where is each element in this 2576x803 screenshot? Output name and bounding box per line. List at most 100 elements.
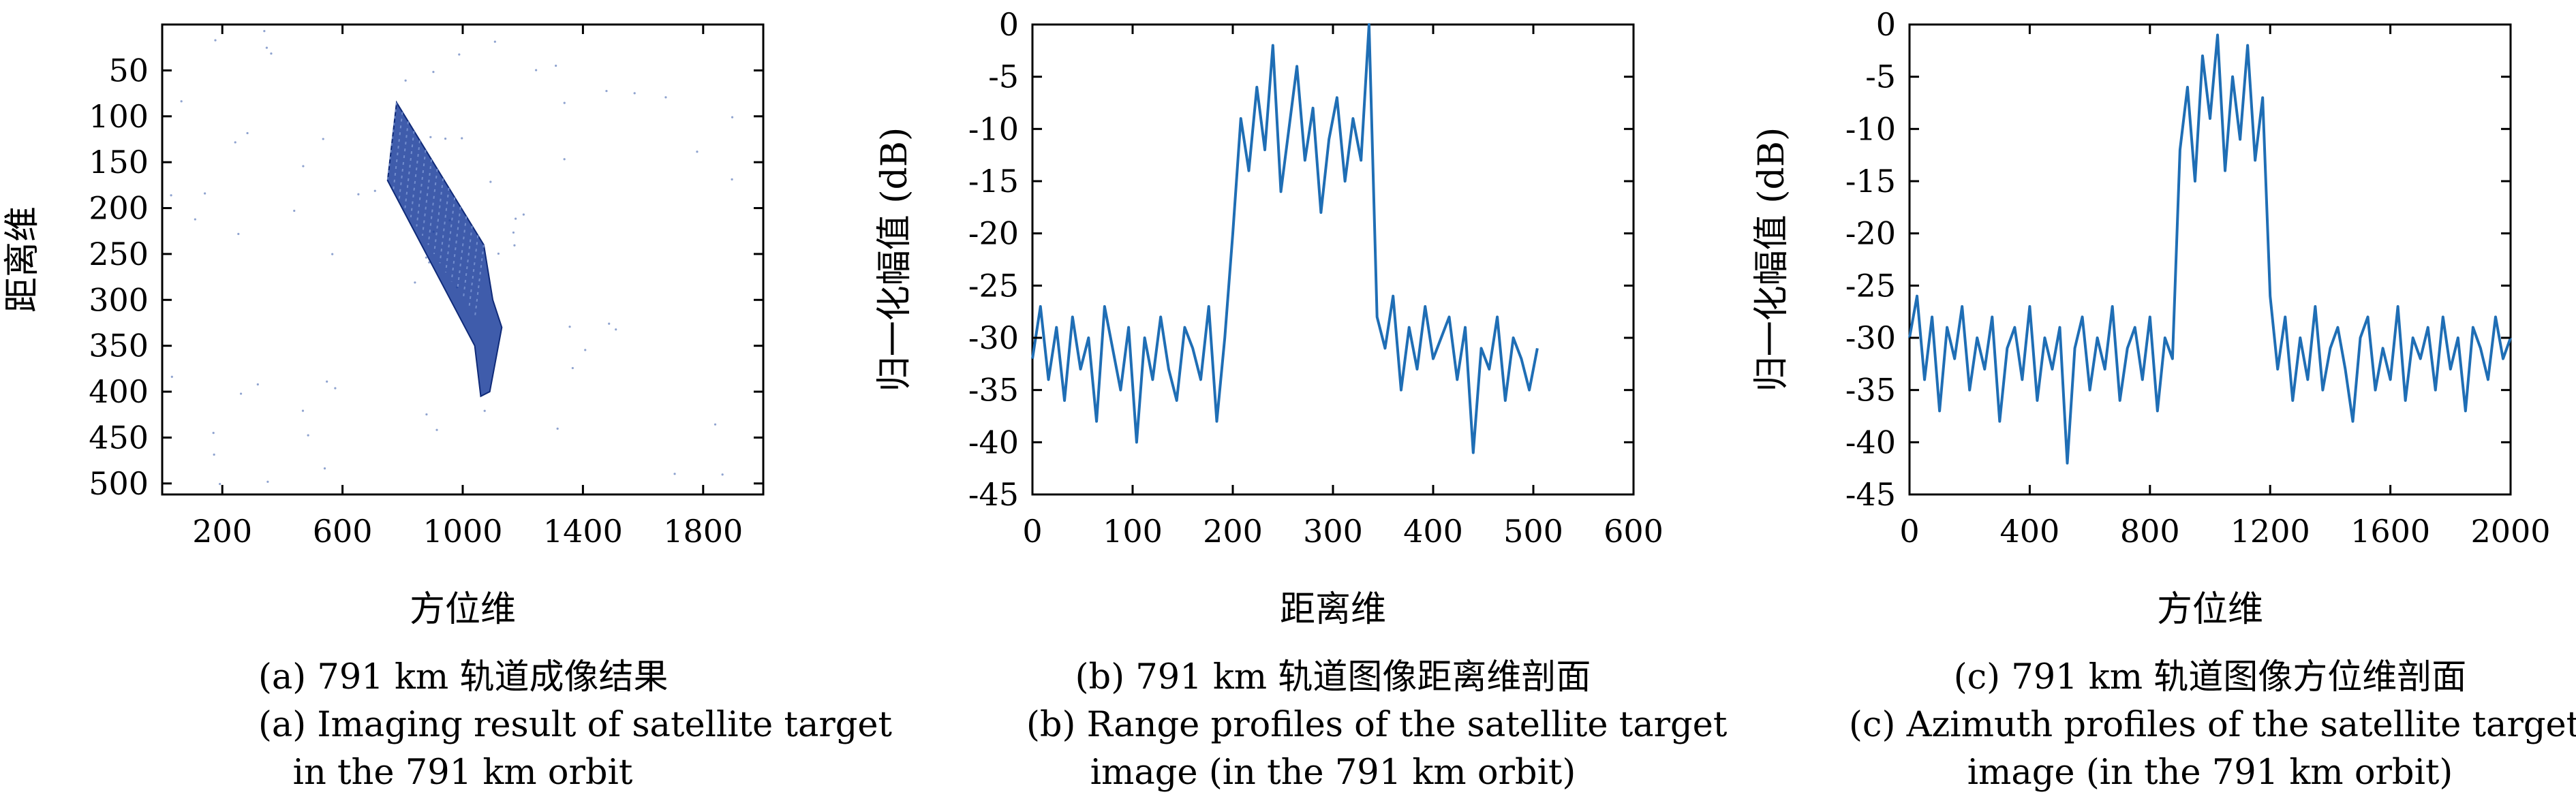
- b-ytick-label: -5: [988, 59, 1019, 95]
- panel-a-caption-en-2: in the 791 km orbit: [292, 753, 633, 793]
- speckle-dot: [357, 193, 360, 195]
- panel-c-caption-en-2: image (in the 791 km orbit): [1967, 753, 2453, 793]
- panel-b-caption-cn: (b) 791 km 轨道图像距离维剖面: [1075, 657, 1591, 697]
- c-ytick-label: -20: [1845, 215, 1896, 252]
- b-ytick-label: -40: [968, 424, 1019, 460]
- speckle-dot: [513, 244, 516, 247]
- panel-c-caption-cn: (c) 791 km 轨道图像方位维剖面: [1953, 657, 2467, 697]
- speckle-dot: [731, 178, 733, 180]
- speckle-dot: [563, 158, 566, 161]
- panel-c-y-axis-label: 归一化幅值 (dB): [1751, 127, 1792, 392]
- panel-a-imaging-result: 200 600 1000 1400 1800 50 100 150 200 250 300 350 4…: [2, 23, 765, 630]
- panel-a-caption-en-1: (a) Imaging result of satellite target: [258, 705, 893, 745]
- panel-a-y-axis-label: 距离维: [2, 206, 43, 313]
- a-ytick-label: 150: [89, 144, 149, 180]
- a-xtick-label: 600: [313, 513, 373, 550]
- panel-b-y-axis-label: 归一化幅值 (dB): [874, 127, 915, 392]
- speckle-dot: [373, 189, 376, 192]
- target-texture-stripe: [433, 178, 444, 255]
- a-ytick-label: 350: [89, 328, 149, 364]
- c-xtick-label: 1600: [2350, 513, 2430, 550]
- speckle-dot: [483, 409, 486, 412]
- b-xtick-label: 500: [1503, 513, 1563, 550]
- speckle-dot: [204, 192, 206, 195]
- speckle-dot: [404, 79, 407, 82]
- panel-a-caption: (a) 791 km 轨道成像结果 (a) Imaging result of …: [258, 654, 893, 797]
- panel-a-x-ticks: 200 600 1000 1400 1800: [192, 25, 743, 550]
- a-ytick-label: 300: [89, 281, 149, 318]
- panel-c-x-axis-label: 方位维: [2157, 589, 2263, 630]
- speckle-dot: [425, 256, 428, 259]
- a-xtick-label: 1000: [423, 513, 502, 550]
- speckle-dot: [461, 137, 463, 140]
- speckle-dot: [331, 253, 334, 255]
- speckle-dot: [673, 473, 676, 475]
- b-xtick-label: 300: [1303, 513, 1363, 550]
- c-ytick-label: -5: [1865, 59, 1896, 95]
- target-texture-stripe: [427, 168, 438, 245]
- panel-b-plot-frame: [1031, 23, 1635, 496]
- panel-b-x-ticks: 0 100 200 300 400 500 600: [1022, 25, 1663, 550]
- b-ytick-label: -30: [968, 319, 1019, 356]
- panel-b-x-axis-label: 距离维: [1280, 589, 1386, 630]
- a-ytick-label: 250: [89, 236, 149, 272]
- panel-b-caption-en-2: image (in the 791 km orbit): [1090, 753, 1576, 793]
- speckle-dot: [194, 218, 196, 221]
- speckle-dot: [302, 165, 305, 168]
- speckle-dot: [322, 138, 324, 140]
- c-ytick-label: -30: [1845, 319, 1896, 356]
- panel-b-caption-en-1: (b) Range profiles of the satellite targ…: [1026, 705, 1728, 745]
- panel-b-y-ticks: 0 -5 -10 -15 -20 -25 -30 -35 -40 -45: [968, 6, 1634, 513]
- speckle-dot: [170, 194, 172, 197]
- speckle-dot: [615, 328, 617, 331]
- speckle-dot: [265, 46, 269, 49]
- b-xtick-label: 200: [1203, 513, 1263, 550]
- c-xtick-label: 0: [1899, 513, 1919, 550]
- b-ytick-label: -20: [968, 215, 1019, 252]
- speckle-dot: [512, 231, 515, 234]
- speckle-dot: [497, 252, 500, 255]
- b-xtick-label: 0: [1022, 513, 1042, 550]
- c-ytick-label: -40: [1845, 424, 1896, 460]
- speckle-dot: [458, 53, 461, 56]
- speckle-dot: [714, 423, 717, 426]
- speckle-dot: [605, 89, 608, 93]
- speckle-dot: [664, 96, 667, 99]
- panel-c-caption-en-1: (c) Azimuth profiles of the satellite ta…: [1849, 705, 2576, 745]
- speckle-dot: [429, 136, 432, 138]
- speckle-dot: [633, 92, 636, 95]
- target-texture-stripe: [462, 225, 473, 300]
- panel-b-caption: (b) 791 km 轨道图像距离维剖面 (b) Range profiles …: [1026, 654, 1728, 797]
- a-ytick-label: 50: [108, 52, 149, 89]
- speckle-dot: [266, 480, 269, 483]
- a-xtick-label: 200: [192, 513, 252, 550]
- speckle-dot: [432, 71, 435, 74]
- a-ytick-label: 500: [89, 465, 149, 502]
- c-xtick-label: 2000: [2470, 513, 2550, 550]
- panel-c-x-ticks: 0 400 800 1200 1600 2000: [1899, 25, 2551, 550]
- speckle-dot: [435, 428, 438, 431]
- c-xtick-label: 800: [2120, 513, 2180, 550]
- b-ytick-label: -25: [968, 267, 1019, 304]
- b-xtick-label: 600: [1604, 513, 1663, 550]
- panel-b-range-profile: 0 100 200 300 400 500 600 0 -5 -10 -15 -20 -25 -30 -3…: [874, 6, 1663, 630]
- target-texture-stripe: [468, 235, 479, 309]
- speckle-dot: [180, 100, 183, 103]
- speckle-dot: [555, 64, 557, 67]
- speckle-dot: [444, 138, 447, 140]
- speckle-dot: [721, 473, 724, 476]
- target-texture-stripe: [474, 245, 485, 319]
- target-texture-stripe: [445, 197, 456, 272]
- speckle-dot: [234, 141, 236, 144]
- speckle-dot: [256, 383, 259, 385]
- c-ytick-label: -45: [1845, 476, 1896, 513]
- a-xtick-label: 1800: [663, 513, 743, 550]
- speckle-dot: [263, 30, 266, 33]
- speckle-dot: [239, 392, 243, 395]
- a-ytick-label: 100: [89, 98, 149, 135]
- speckle-dot: [246, 131, 249, 135]
- target-texture-stripe: [450, 206, 461, 282]
- panel-a-caption-cn: (a) 791 km 轨道成像结果: [258, 657, 669, 697]
- speckle-dot: [571, 366, 574, 370]
